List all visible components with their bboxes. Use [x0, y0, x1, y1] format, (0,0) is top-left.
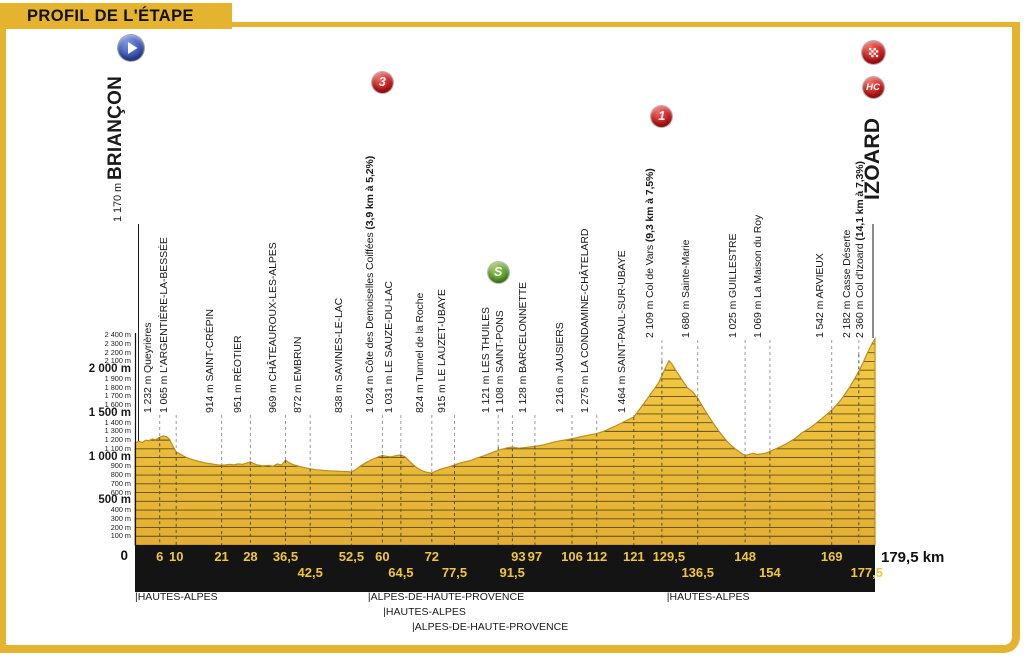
elevation-tick: 2 100 m: [104, 356, 131, 366]
distance-label: 112: [586, 549, 608, 564]
elevation-tick: 2 000 m: [88, 363, 131, 376]
elevation-tick: 300 m: [110, 513, 131, 523]
elevation-tick: 2 200 m: [104, 347, 131, 357]
waypoint-label: 1 464 m SAINT-PAUL-SUR-UBAYE: [615, 250, 628, 413]
elevation-tick: 800 m: [110, 470, 131, 480]
region-label: |ALPES-DE-HAUTE-PROVENCE: [367, 591, 525, 603]
distance-bar: [135, 545, 875, 592]
waypoint-label: 915 m LE LAUZET-UBAYE: [436, 289, 449, 413]
elevation-tick: 1 600 m: [104, 400, 131, 410]
waypoint-label: 1 024 m Côte des Demoiselles Coiffées (3…: [364, 155, 377, 413]
distance-label: 91,5: [499, 565, 525, 580]
start-play-badge: [118, 35, 144, 61]
waypoint-label: 1 065 m L'ARGENTIÈRE-LA-BESSÉE: [158, 237, 171, 413]
distance-label: 21: [214, 549, 229, 564]
region-label: |HAUTES-ALPES: [383, 606, 466, 618]
waypoint-label: 1 216 m JAUSIERS: [553, 322, 566, 413]
elevation-tick: 100 m: [110, 531, 131, 541]
start-label: 1 170 m BRIANÇON: [105, 75, 126, 222]
region-label: |HAUTES-ALPES: [135, 591, 218, 603]
waypoint-label: 872 m EMBRUN: [292, 336, 305, 413]
region-label: |ALPES-DE-HAUTE-PROVENCE: [412, 621, 569, 633]
waypoint-label: 1 025 m GUILLESTRE: [727, 233, 740, 338]
hors-categorie-badge: HC: [862, 76, 884, 98]
distance-label: 64,5: [388, 565, 414, 580]
cat3-badge: 3: [371, 71, 393, 93]
waypoint-label: 951 m RÉOTIER: [232, 335, 245, 413]
finish-checkered-flag-badge: [861, 40, 885, 64]
finish-label: IZOARD: [861, 117, 884, 200]
elevation-tick: 900 m: [110, 461, 131, 471]
waypoint-label: 1 121 m LES THUILES: [480, 307, 493, 413]
waypoint-label: 1 275 m LA CONDAMINE-CHÂTELARD: [578, 228, 591, 413]
elevation-tick: 1 300 m: [104, 426, 131, 436]
distance-label: 52,5: [338, 549, 365, 564]
origin-distance-label: 0: [120, 548, 128, 563]
waypoint-label: 1 680 m Sainte-Marie: [679, 239, 692, 338]
elevation-tick: 200 m: [110, 522, 131, 532]
waypoint-label: 2 109 m Col de Vars (9,3 km à 7,5%): [643, 168, 656, 338]
frame-border: [0, 22, 1020, 653]
distance-label: 136,5: [681, 565, 714, 580]
waypoint-label: 914 m SAINT-CRÉPIN: [203, 309, 216, 413]
elevation-tick: 1 700 m: [104, 391, 131, 401]
distance-label: 72: [424, 549, 440, 564]
waypoint-label: 824 m Tunnel de la Roche: [413, 292, 426, 413]
distance-label: 97: [527, 549, 543, 564]
elevation-tick: 1 400 m: [104, 417, 131, 427]
distance-label: 93: [511, 549, 526, 564]
elevation-tick: 600 m: [110, 487, 131, 497]
distance-label: 42,5: [297, 565, 323, 580]
sprint-badge: S: [487, 261, 509, 283]
waypoint-label: 1 031 m LE SAUZE-DU-LAC: [382, 281, 395, 413]
distance-label: 177,5: [850, 565, 884, 580]
elevation-tick: 1 900 m: [104, 373, 131, 383]
elevation-tick: 1 500 m: [88, 406, 131, 419]
elevation-tick: 400 m: [110, 505, 131, 515]
elevation-tick: 500 m: [98, 494, 131, 507]
distance-label: 28: [243, 549, 258, 564]
elevation-tick: 1 000 m: [88, 450, 131, 463]
distance-label: 154: [759, 565, 781, 580]
region-label: |HAUTES-ALPES: [666, 591, 750, 603]
distance-label: 36,5: [272, 549, 299, 564]
waypoint-label: 1 108 m SAINT-PONS: [494, 310, 507, 413]
distance-label: 106: [561, 549, 583, 564]
distance-label: 10: [168, 549, 184, 564]
elevation-tick: 2 300 m: [104, 338, 131, 348]
play-icon: [128, 42, 138, 54]
waypoint-label: 1 232 m Queyrières: [141, 322, 154, 413]
distance-label: 121: [622, 549, 645, 564]
waypoint-label: 838 m SAVINES-LE-LAC: [333, 297, 346, 413]
waypoint-label: 1 542 m ARVIEUX: [813, 253, 826, 338]
elevation-tick: 2 400 m: [104, 330, 131, 340]
distance-label: 148: [734, 549, 756, 564]
total-distance-label: 179,5 km: [881, 549, 945, 566]
elevation-tick: 1 100 m: [104, 443, 131, 453]
checkered-flag-icon: [868, 47, 878, 57]
distance-label: 6: [156, 549, 164, 564]
waypoint-label: 1 069 m La Maison du Roy: [751, 214, 764, 338]
elevation-tick: 1 800 m: [104, 382, 131, 392]
waypoint-label: 969 m CHÂTEAUROUX-LES-ALPES: [267, 242, 280, 413]
distance-label: 60: [375, 549, 390, 564]
cat1-badge: 1: [651, 105, 673, 127]
distance-label: 77,5: [441, 565, 468, 580]
waypoint-label: 1 128 m BARCELONNETTE: [516, 282, 529, 413]
elevation-tick: 700 m: [110, 478, 131, 488]
waypoint-label: 2 182 m Casse Déserte: [840, 229, 853, 338]
page-title: PROFIL DE L'ÉTAPE: [0, 3, 232, 29]
elevation-tick: 1 200 m: [104, 435, 131, 445]
distance-label: 169: [820, 549, 843, 564]
distance-label: 129,5: [652, 549, 686, 564]
